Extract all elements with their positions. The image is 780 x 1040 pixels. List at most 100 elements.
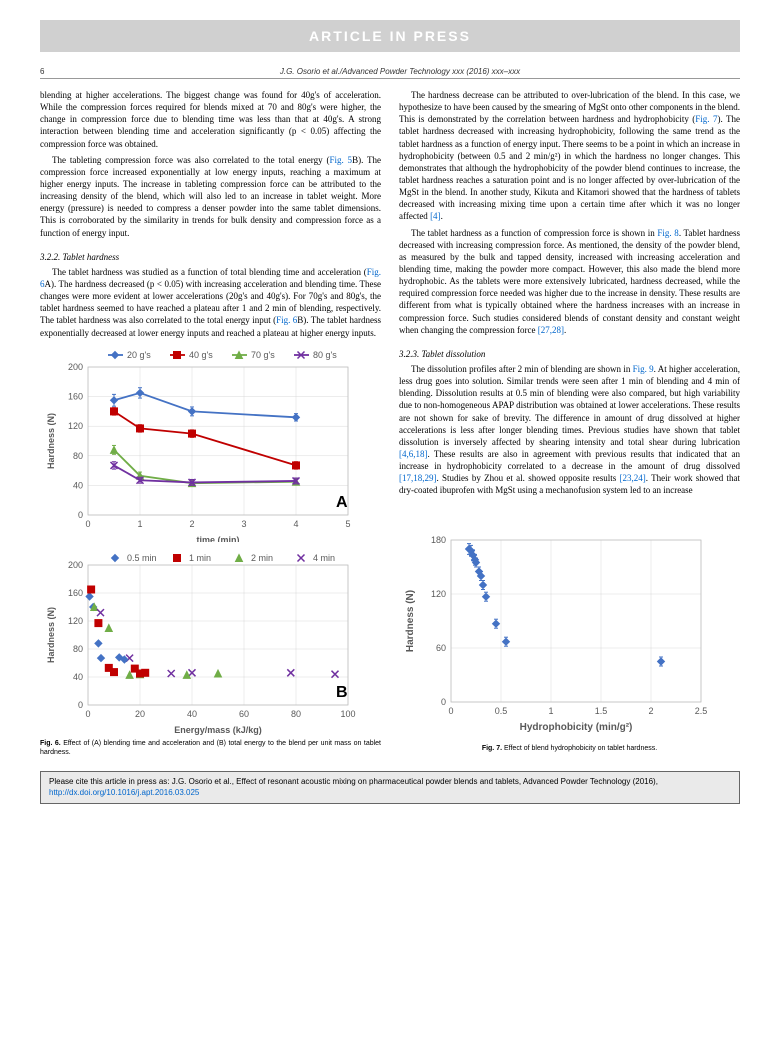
svg-text:80: 80 xyxy=(73,450,83,460)
svg-text:2: 2 xyxy=(648,706,653,716)
svg-text:40: 40 xyxy=(73,480,83,490)
svg-text:120: 120 xyxy=(431,589,446,599)
svg-text:1: 1 xyxy=(548,706,553,716)
para-r2b: . Tablet hardness decreased with increas… xyxy=(399,228,740,335)
figure-7-caption: Fig. 7. Effect of blend hydrophobicity o… xyxy=(399,744,740,753)
svg-text:40: 40 xyxy=(187,709,197,719)
para-r3d: . Studies by Zhou et al. showed opposite… xyxy=(437,473,620,483)
svg-text:200: 200 xyxy=(68,362,83,372)
svg-text:Hardness (N): Hardness (N) xyxy=(46,607,56,663)
section-323-head: 3.2.3. Tablet dissolution xyxy=(399,348,740,360)
svg-text:70 g's: 70 g's xyxy=(251,350,275,360)
svg-text:20: 20 xyxy=(135,709,145,719)
svg-text:4 min: 4 min xyxy=(313,553,335,563)
svg-text:4: 4 xyxy=(293,519,298,529)
svg-text:60: 60 xyxy=(436,643,446,653)
svg-text:B: B xyxy=(336,684,348,701)
svg-text:20 g's: 20 g's xyxy=(127,350,151,360)
ref-4[interactable]: [4] xyxy=(430,211,441,221)
link-fig9[interactable]: Fig. 9 xyxy=(633,364,654,374)
doi-link[interactable]: http://dx.doi.org/10.1016/j.apt.2016.03.… xyxy=(49,788,199,797)
para-l3: The tablet hardness was studied as a fun… xyxy=(40,266,381,339)
para-r2a: The tablet hardness as a function of com… xyxy=(411,228,657,238)
para-r3a: The dissolution profiles after 2 min of … xyxy=(411,364,633,374)
citation-box: Please cite this article in press as: J.… xyxy=(40,771,740,805)
ref-4-6-18[interactable]: [4,6,18] xyxy=(399,449,428,459)
link-fig7[interactable]: Fig. 7 xyxy=(695,114,717,124)
svg-text:0: 0 xyxy=(78,700,83,710)
link-fig8[interactable]: Fig. 8 xyxy=(657,228,678,238)
svg-text:80: 80 xyxy=(291,709,301,719)
svg-text:120: 120 xyxy=(68,421,83,431)
svg-text:160: 160 xyxy=(68,588,83,598)
figure-6a-chart: 0 40 80 120 160 200 0 1 2 3 4 5 time (min) Hardness (… xyxy=(40,347,381,542)
page-number: 6 xyxy=(40,67,60,76)
svg-text:1: 1 xyxy=(137,519,142,529)
para-r2: The tablet hardness as a function of com… xyxy=(399,227,740,336)
svg-text:3: 3 xyxy=(241,519,246,529)
para-l2a: The tableting compression force was also… xyxy=(52,155,329,165)
para-l2: The tableting compression force was also… xyxy=(40,154,381,239)
svg-text:80 g's: 80 g's xyxy=(313,350,337,360)
svg-text:40: 40 xyxy=(73,672,83,682)
press-banner: ARTICLE IN PRESS xyxy=(40,20,740,52)
fig6-caption-bold: Fig. 6. xyxy=(40,740,61,747)
para-r3c: . These results are also in agreement wi… xyxy=(399,449,740,471)
svg-text:160: 160 xyxy=(68,391,83,401)
svg-text:0: 0 xyxy=(441,697,446,707)
left-column: blending at higher accelerations. The bi… xyxy=(40,89,381,763)
svg-text:0.5 min: 0.5 min xyxy=(127,553,157,563)
para-r1: The hardness decrease can be attributed … xyxy=(399,89,740,223)
fig6-caption-text: Effect of (A) blending time and accelera… xyxy=(40,740,381,756)
svg-text:0: 0 xyxy=(78,510,83,520)
fig7-caption-bold: Fig. 7. xyxy=(482,745,502,752)
para-l2b: B). The compression force increased expo… xyxy=(40,155,381,238)
para-r3b: . At higher acceleration, less drug goes… xyxy=(399,364,740,447)
svg-text:120: 120 xyxy=(68,616,83,626)
para-r2c: . xyxy=(564,325,566,335)
citation-text: Please cite this article in press as: J.… xyxy=(49,777,658,786)
ref-27-28[interactable]: [27,28] xyxy=(538,325,564,335)
para-r1c: . xyxy=(441,211,443,221)
svg-text:2: 2 xyxy=(189,519,194,529)
svg-text:1 min: 1 min xyxy=(189,553,211,563)
figure-6b-chart: 0 40 80 120 160 200 0 20 40 60 80 100 Energy/mass (k… xyxy=(40,550,381,735)
svg-text:A: A xyxy=(336,494,348,511)
fig7-caption-text: Effect of blend hydrophobicity on tablet… xyxy=(502,745,657,752)
link-fig6b[interactable]: Fig. 6 xyxy=(276,315,297,325)
svg-text:0.5: 0.5 xyxy=(495,706,508,716)
para-l3a: The tablet hardness was studied as a fun… xyxy=(52,267,367,277)
svg-text:100: 100 xyxy=(340,709,355,719)
para-l1: blending at higher accelerations. The bi… xyxy=(40,89,381,150)
svg-text:Energy/mass (kJ/kg): Energy/mass (kJ/kg) xyxy=(174,725,262,735)
svg-text:Hardness (N): Hardness (N) xyxy=(405,589,416,651)
svg-text:1.5: 1.5 xyxy=(595,706,608,716)
svg-text:0: 0 xyxy=(85,519,90,529)
svg-text:time (min): time (min) xyxy=(196,535,239,542)
ref-17-18-29[interactable]: [17,18,29] xyxy=(399,473,437,483)
figure-6-caption: Fig. 6. Effect of (A) blending time and … xyxy=(40,739,381,757)
svg-text:Hydrophobicity (min/g²): Hydrophobicity (min/g²) xyxy=(520,722,633,733)
two-column-body: blending at higher accelerations. The bi… xyxy=(40,89,740,763)
svg-text:2 min: 2 min xyxy=(251,553,273,563)
svg-text:80: 80 xyxy=(73,644,83,654)
svg-text:0: 0 xyxy=(448,706,453,716)
link-fig5[interactable]: Fig. 5 xyxy=(329,155,352,165)
svg-text:60: 60 xyxy=(239,709,249,719)
ref-23-24[interactable]: [23,24] xyxy=(620,473,646,483)
figure-7-chart: 0 60 120 180 0 0.5 1 1.5 2 2.5 Hydrophobicity (min… xyxy=(399,525,740,740)
running-head-title: J.G. Osorio et al./Advanced Powder Techn… xyxy=(60,67,740,76)
right-column: The hardness decrease can be attributed … xyxy=(399,89,740,763)
svg-text:5: 5 xyxy=(345,519,350,529)
svg-text:0: 0 xyxy=(85,709,90,719)
svg-text:200: 200 xyxy=(68,560,83,570)
para-r1a: The hardness decrease can be attributed … xyxy=(399,90,740,124)
svg-text:2.5: 2.5 xyxy=(695,706,708,716)
svg-text:Hardness (N): Hardness (N) xyxy=(46,413,56,469)
svg-text:40 g's: 40 g's xyxy=(189,350,213,360)
running-head: 6 J.G. Osorio et al./Advanced Powder Tec… xyxy=(40,67,740,79)
para-r3: The dissolution profiles after 2 min of … xyxy=(399,363,740,497)
para-r1b: ). The tablet hardness decreased with in… xyxy=(399,114,740,221)
section-322-head: 3.2.2. Tablet hardness xyxy=(40,251,381,263)
svg-text:180: 180 xyxy=(431,535,446,545)
